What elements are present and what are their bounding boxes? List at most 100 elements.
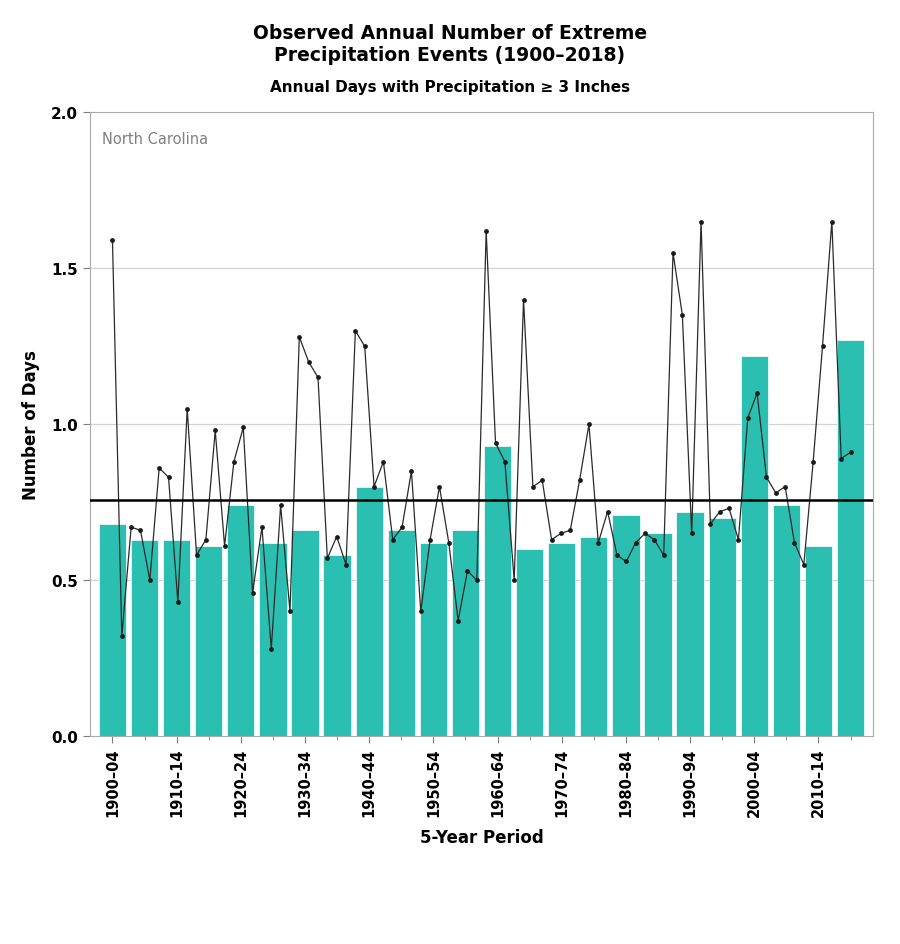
- Point: [581, 417, 596, 432]
- Point: [806, 455, 821, 470]
- Point: [554, 527, 568, 542]
- Point: [414, 604, 428, 619]
- Point: [208, 424, 222, 439]
- Bar: [259, 543, 286, 736]
- Point: [843, 446, 858, 461]
- Point: [824, 215, 839, 230]
- Point: [591, 535, 606, 550]
- Point: [133, 523, 148, 538]
- Point: [647, 532, 662, 548]
- Point: [255, 520, 269, 535]
- Point: [105, 233, 120, 248]
- Point: [320, 551, 335, 566]
- Point: [788, 535, 802, 550]
- Point: [535, 473, 549, 488]
- Point: [498, 455, 512, 470]
- Point: [357, 340, 372, 355]
- Bar: [484, 447, 511, 736]
- Point: [731, 532, 745, 548]
- Point: [489, 436, 503, 451]
- Point: [189, 548, 203, 564]
- Point: [161, 470, 176, 485]
- Point: [760, 470, 774, 485]
- Bar: [356, 487, 382, 736]
- Point: [152, 461, 166, 476]
- Bar: [644, 534, 671, 736]
- Point: [348, 324, 363, 339]
- Point: [460, 564, 474, 579]
- Bar: [516, 549, 544, 736]
- Point: [292, 330, 307, 346]
- Point: [694, 215, 708, 230]
- Bar: [419, 543, 447, 736]
- Point: [656, 548, 670, 564]
- Bar: [773, 506, 800, 736]
- Point: [199, 532, 213, 548]
- Point: [310, 371, 325, 386]
- Point: [750, 386, 764, 401]
- Point: [834, 451, 849, 466]
- Point: [610, 548, 625, 564]
- Point: [685, 527, 699, 542]
- Point: [171, 595, 185, 610]
- Point: [376, 455, 391, 470]
- Bar: [292, 531, 319, 736]
- Point: [114, 629, 129, 644]
- Point: [367, 480, 382, 495]
- Point: [722, 501, 736, 516]
- Bar: [388, 531, 415, 736]
- Bar: [323, 556, 351, 736]
- Point: [628, 535, 643, 550]
- Point: [180, 402, 194, 417]
- Bar: [612, 515, 640, 736]
- Point: [302, 355, 316, 370]
- Point: [236, 420, 250, 435]
- Point: [338, 557, 353, 572]
- Point: [666, 246, 680, 261]
- Point: [526, 480, 540, 495]
- Point: [741, 411, 755, 426]
- Point: [385, 532, 400, 548]
- Point: [423, 532, 437, 548]
- Text: Observed Annual Number of Extreme
Precipitation Events (1900–2018): Observed Annual Number of Extreme Precip…: [253, 24, 647, 64]
- Point: [815, 340, 830, 355]
- Point: [572, 473, 587, 488]
- Point: [124, 520, 139, 535]
- Point: [507, 573, 521, 588]
- Point: [479, 224, 493, 239]
- Point: [470, 573, 484, 588]
- Bar: [99, 525, 126, 736]
- Point: [227, 455, 241, 470]
- Point: [713, 504, 727, 519]
- Point: [283, 604, 297, 619]
- Point: [563, 523, 578, 538]
- Point: [778, 480, 792, 495]
- Bar: [548, 543, 575, 736]
- Point: [264, 642, 278, 657]
- Bar: [677, 512, 704, 736]
- Point: [769, 486, 783, 501]
- Point: [517, 293, 531, 308]
- Point: [703, 517, 717, 532]
- Point: [619, 554, 634, 569]
- X-axis label: 5-Year Period: 5-Year Period: [419, 828, 544, 846]
- Point: [544, 532, 559, 548]
- Point: [442, 535, 456, 550]
- Point: [274, 498, 288, 514]
- Bar: [741, 356, 768, 736]
- Text: Annual Days with Precipitation ≥ 3 Inches: Annual Days with Precipitation ≥ 3 Inche…: [270, 80, 630, 95]
- Point: [451, 614, 465, 629]
- Bar: [163, 540, 190, 736]
- Point: [638, 527, 652, 542]
- Bar: [452, 531, 479, 736]
- Text: North Carolina: North Carolina: [102, 132, 208, 147]
- Y-axis label: Number of Days: Number of Days: [22, 350, 40, 499]
- Point: [600, 504, 615, 519]
- Point: [404, 464, 419, 480]
- Bar: [227, 506, 255, 736]
- Point: [675, 308, 689, 323]
- Point: [142, 573, 157, 588]
- Point: [329, 530, 344, 545]
- Bar: [837, 341, 864, 736]
- Point: [432, 480, 446, 495]
